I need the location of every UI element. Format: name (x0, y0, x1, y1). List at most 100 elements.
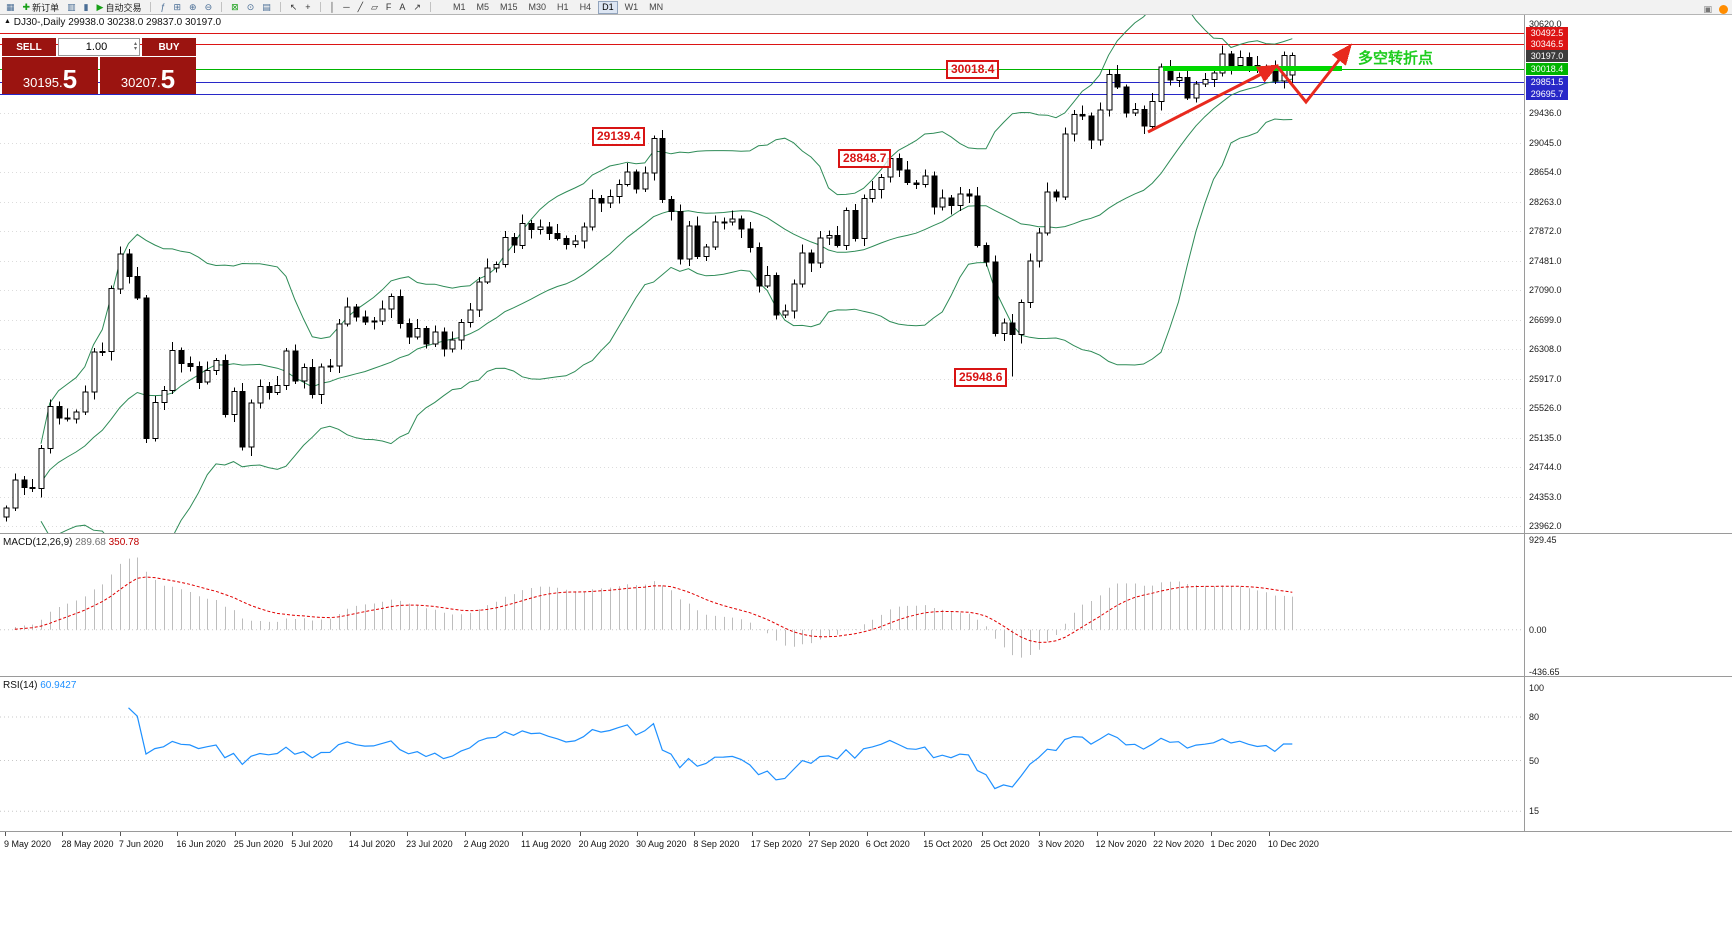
time-axis-label: 25 Jun 2020 (233, 839, 284, 849)
templates-icon[interactable]: ▤ (259, 0, 274, 14)
time-axis-label: 8 Sep 2020 (693, 839, 740, 849)
collapse-icon[interactable]: ▲ (4, 18, 11, 25)
time-axis-label: 30 Aug 2020 (635, 839, 687, 849)
buy-price-small: 30207. (120, 75, 161, 90)
text-label-icon[interactable]: A (396, 0, 408, 14)
tile-windows-icon[interactable]: ⊞ (171, 0, 185, 14)
panel-divider-rsi[interactable] (0, 676, 1732, 677)
timeframe-m15-button[interactable]: M15 (500, 1, 518, 12)
horizontal-line-icon: ─ (343, 2, 350, 12)
chart-candles-icon[interactable]: ▮ (81, 0, 92, 14)
new-chart-icon: ▦ (6, 2, 15, 12)
price-annotation-oct-level[interactable]: 28848.7 (838, 149, 892, 168)
timeframe-d1-button[interactable]: D1 (598, 0, 618, 14)
tile-windows-icon: ⊞ (173, 2, 182, 12)
time-tick (866, 832, 868, 836)
volume-input[interactable] (59, 41, 134, 53)
buy-button[interactable]: BUY (142, 38, 196, 56)
period-clock-icon[interactable]: ⊙ (244, 0, 258, 14)
period-clock-icon: ⊙ (246, 2, 255, 12)
time-tick (924, 832, 926, 836)
macd-value-main: 289.68 (75, 537, 106, 548)
price-axis-label: 25917.0 (1529, 374, 1562, 384)
time-axis-label: 14 Jul 2020 (348, 839, 396, 849)
toolbar-separator (150, 2, 152, 12)
time-tick (522, 832, 524, 836)
new-order-button: ✚ (22, 2, 31, 12)
buy-price[interactable]: 30207. 5 (100, 57, 196, 94)
time-axis-label: 3 Nov 2020 (1038, 839, 1085, 849)
time-axis-label: 1 Dec 2020 (1210, 839, 1257, 849)
horizontal-line-icon[interactable]: ─ (340, 0, 352, 14)
auto-trading-button[interactable]: ▶ 自动交易 (94, 0, 145, 14)
vertical-line-icon[interactable]: │ (327, 0, 339, 14)
sell-price[interactable]: 30195. 5 (2, 57, 98, 94)
zoom-out-icon: ⊖ (204, 2, 213, 12)
trendline-icon: ╱ (357, 2, 363, 12)
timeframe-m5-button[interactable]: M5 (476, 1, 490, 12)
time-tick (636, 832, 638, 836)
price-axis-label: 26699.0 (1529, 315, 1562, 325)
timeframe-m30-button[interactable]: M30 (528, 1, 547, 12)
timeframe-mn-button[interactable]: MN (649, 1, 664, 12)
new-chart-icon[interactable]: ▦ (3, 0, 18, 14)
notification-badge-icon[interactable] (1719, 4, 1728, 14)
new-order-window-icon[interactable]: ⊠ (228, 0, 242, 14)
time-tick (694, 832, 696, 836)
price-tag: 30346.5 (1526, 38, 1568, 50)
zoom-in-icon[interactable]: ⊕ (186, 0, 200, 14)
price-axis-label: 29045.0 (1529, 138, 1562, 148)
timeframe-m1-button[interactable]: M1 (452, 1, 466, 12)
channel-icon[interactable]: ▱ (368, 0, 381, 14)
timeframe-w1-button[interactable]: W1 (624, 1, 639, 12)
time-axis-label: 22 Nov 2020 (1153, 839, 1205, 849)
fibonacci-icon[interactable]: F (383, 0, 395, 14)
price-axis[interactable]: 30620.0 29436.0 29045.0 28654.0 28263.0 27872… (1525, 0, 1732, 942)
time-tick (579, 832, 581, 836)
time-axis-label: 15 Oct 2020 (923, 839, 973, 849)
price-axis-label: 27090.0 (1529, 285, 1562, 295)
trendline-icon[interactable]: ╱ (355, 0, 366, 14)
toolbar-right: ▣ (1700, 2, 1728, 16)
time-tick (234, 832, 236, 836)
vertical-line-icon: │ (329, 2, 336, 12)
price-annotation-pivot[interactable]: 30018.4 (946, 60, 1000, 79)
time-axis-label: 5 Jul 2020 (291, 839, 333, 849)
rsi-label: RSI(14) (3, 680, 38, 691)
time-tick (292, 832, 294, 836)
rsi-canvas[interactable] (0, 677, 1524, 831)
indicators-icon[interactable]: ƒ (157, 0, 168, 14)
price-axis-label: 27481.0 (1529, 256, 1562, 266)
macd-canvas[interactable] (0, 534, 1524, 676)
panel-divider-macd[interactable] (0, 533, 1732, 534)
time-axis[interactable]: 9 May 2020 28 May 2020 7 Jun 2020 16 Jun 20… (0, 832, 1524, 854)
time-tick (407, 832, 409, 836)
volume-spinner-icon[interactable]: ▴ ▾ (133, 41, 137, 52)
auto-trading-button-label: 自动交易 (105, 2, 142, 13)
new-order-button[interactable]: ✚ 新订单 (20, 0, 63, 14)
price-annotation-sep-high[interactable]: 29139.4 (592, 127, 646, 146)
price-annotation-oct-low[interactable]: 25948.6 (954, 368, 1008, 387)
docking-icon[interactable]: ▣ (1703, 3, 1712, 14)
timeframe-toolbar: M1 M5 M15 M30 H1 H4 D1 W1 MN (449, 0, 667, 14)
timeframe-h1-button[interactable]: H1 (557, 1, 569, 12)
crosshair-icon: + (305, 2, 311, 12)
buy-price-big: 5 (160, 64, 176, 94)
timeframe-h4-button[interactable]: H4 (579, 1, 592, 12)
cursor-icon[interactable]: ↖ (287, 0, 301, 14)
toolbar-buttons: ▦ ✚ 新订单 ▥ ▮ ▶ 自动交易 ƒ ⊞ ⊕ ⊖ ⊠ ⊙ ▤ ↖ + │ ─ ╱ ▱ F A ↗ (3, 0, 435, 14)
chart-bars-icon: ▥ (67, 2, 76, 12)
cursor-icon: ↖ (289, 2, 298, 12)
zoom-out-icon[interactable]: ⊖ (202, 0, 216, 14)
price-axis-label: 27872.0 (1529, 226, 1562, 236)
sell-button[interactable]: SELL (2, 38, 56, 56)
main-chart-canvas[interactable] (0, 0, 1524, 533)
volume-box: ▴▾ (58, 38, 140, 56)
arrow-object-icon[interactable]: ↗ (410, 0, 424, 14)
chart-bars-icon[interactable]: ▥ (64, 0, 79, 14)
price-axis-label: 28654.0 (1529, 167, 1562, 177)
trend-note-cn[interactable]: 多空转折点 (1358, 50, 1434, 67)
time-tick (177, 832, 179, 836)
crosshair-icon[interactable]: + (302, 0, 313, 14)
time-axis-label: 10 Dec 2020 (1267, 839, 1319, 849)
